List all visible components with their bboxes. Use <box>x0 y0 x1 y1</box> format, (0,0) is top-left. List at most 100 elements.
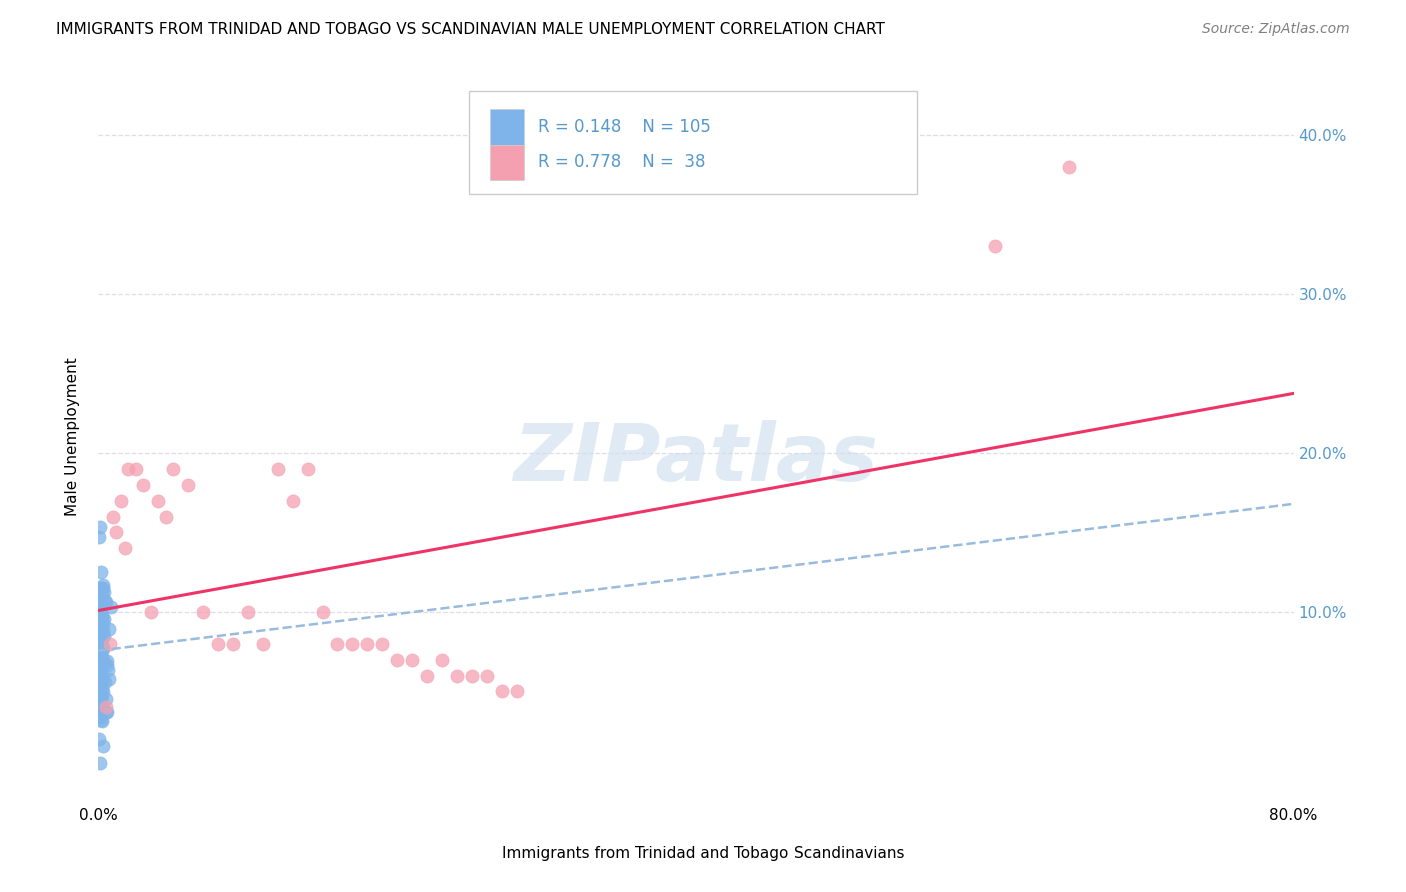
Point <box>87 672 110 686</box>
Point <box>461 668 484 682</box>
FancyBboxPatch shape <box>463 839 494 867</box>
Point <box>90 611 112 625</box>
Point <box>87 664 110 678</box>
Point <box>371 637 394 651</box>
Text: ZIPatlas: ZIPatlas <box>513 420 879 498</box>
Point <box>87 665 110 679</box>
Point <box>430 653 453 667</box>
Point <box>89 634 111 648</box>
Point <box>87 594 110 608</box>
Point <box>89 629 111 643</box>
Point <box>87 664 110 678</box>
Point <box>90 608 112 623</box>
Point <box>89 641 111 656</box>
Point <box>297 462 319 476</box>
Point <box>87 651 110 665</box>
Point <box>94 700 117 714</box>
Point <box>94 692 117 706</box>
Text: R = 0.148    N = 105: R = 0.148 N = 105 <box>538 118 711 136</box>
Point <box>89 641 111 656</box>
Point <box>155 509 177 524</box>
Point <box>89 708 111 723</box>
Point <box>91 714 114 728</box>
Point <box>87 530 110 544</box>
Point <box>100 600 122 615</box>
Point <box>132 477 155 491</box>
Point <box>326 637 349 651</box>
Point <box>89 669 111 683</box>
Point <box>236 605 259 619</box>
Point <box>97 622 120 636</box>
Point <box>89 702 111 716</box>
Point <box>401 653 423 667</box>
Point <box>110 493 132 508</box>
Point <box>91 609 114 624</box>
Point <box>91 615 114 630</box>
Point <box>90 581 112 595</box>
Point <box>90 581 112 595</box>
Point <box>89 520 111 534</box>
Point <box>93 629 115 643</box>
Point <box>125 462 148 476</box>
Point <box>91 684 114 698</box>
Point <box>446 668 468 682</box>
Point <box>97 673 120 687</box>
Point <box>87 696 110 710</box>
Point <box>98 637 122 651</box>
Point <box>90 582 112 596</box>
Point <box>90 648 112 662</box>
Point <box>89 600 111 615</box>
Point <box>91 588 114 602</box>
Point <box>148 493 170 508</box>
Point <box>87 732 110 747</box>
Point <box>97 663 120 677</box>
Point <box>87 693 110 707</box>
Point <box>90 621 112 635</box>
Point <box>90 698 112 712</box>
Point <box>91 584 114 599</box>
Point <box>87 635 110 649</box>
Point <box>90 602 112 616</box>
Point <box>93 612 115 626</box>
Point <box>87 585 110 599</box>
Point <box>91 630 114 644</box>
Point <box>89 590 111 604</box>
Point <box>93 652 115 666</box>
Point <box>385 653 409 667</box>
Point <box>87 628 110 642</box>
Point <box>89 694 111 708</box>
Point <box>87 669 110 683</box>
Text: IMMIGRANTS FROM TRINIDAD AND TOBAGO VS SCANDINAVIAN MALE UNEMPLOYMENT CORRELATIO: IMMIGRANTS FROM TRINIDAD AND TOBAGO VS S… <box>56 22 886 37</box>
Point <box>311 605 333 619</box>
Point <box>139 605 162 619</box>
Point <box>94 595 117 609</box>
Point <box>89 648 111 663</box>
Point <box>177 477 200 491</box>
Point <box>91 739 114 754</box>
Point <box>105 525 128 540</box>
Point <box>89 657 111 672</box>
Point <box>89 657 111 672</box>
Point <box>87 587 110 601</box>
Point <box>89 675 111 690</box>
Point <box>342 637 364 651</box>
Point <box>89 669 111 683</box>
Point <box>281 493 304 508</box>
Point <box>90 665 112 680</box>
FancyBboxPatch shape <box>491 145 524 179</box>
Point <box>93 642 115 657</box>
Point <box>89 756 111 770</box>
Text: Immigrants from Trinidad and Tobago: Immigrants from Trinidad and Tobago <box>502 846 789 861</box>
Point <box>87 648 110 662</box>
Point <box>87 665 110 680</box>
Point <box>89 689 111 703</box>
Point <box>90 643 112 657</box>
Point <box>90 690 112 704</box>
Point <box>87 595 110 609</box>
Point <box>87 602 110 616</box>
Text: Source: ZipAtlas.com: Source: ZipAtlas.com <box>1202 22 1350 37</box>
Point <box>89 619 111 633</box>
Point <box>89 620 111 634</box>
Point <box>117 462 139 476</box>
Point <box>91 624 114 638</box>
